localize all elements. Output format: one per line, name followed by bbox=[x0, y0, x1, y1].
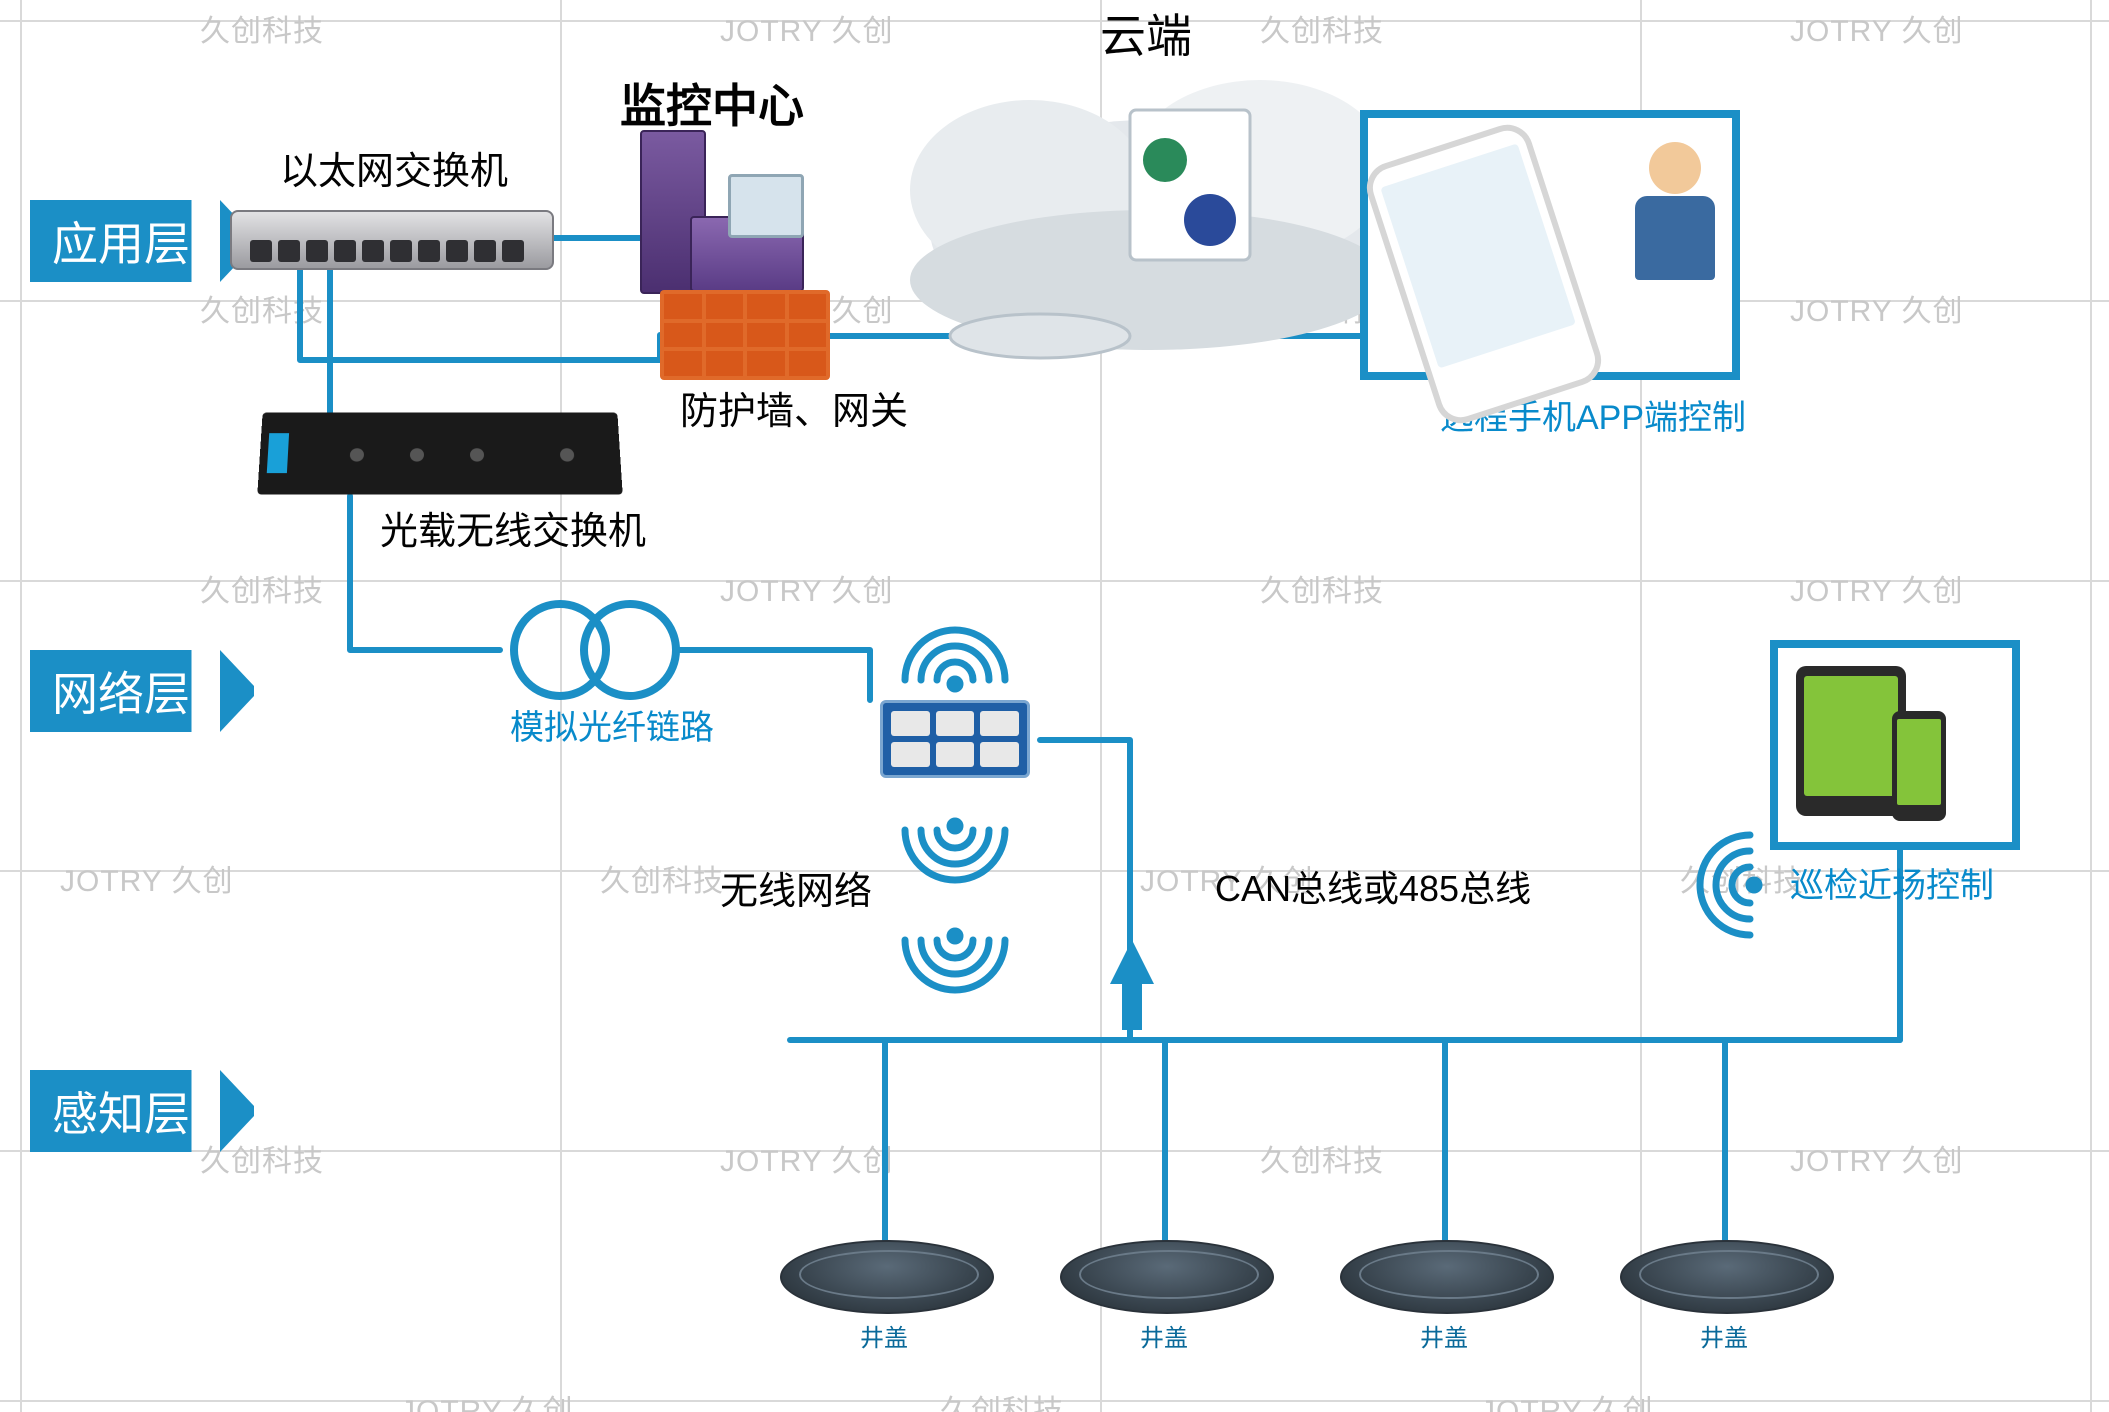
phone-icon bbox=[1892, 711, 1946, 821]
person-icon bbox=[1630, 142, 1720, 282]
smartphone-icon bbox=[1360, 118, 1608, 430]
watermark-text: 久创科技 bbox=[600, 856, 724, 900]
manhole-cover-icon bbox=[1620, 1240, 1834, 1314]
wifi-arc-icon bbox=[905, 630, 1005, 680]
near-field-frame bbox=[1770, 640, 2020, 850]
wifi-arc-icon bbox=[1700, 835, 1750, 935]
firewall-icon bbox=[660, 290, 830, 380]
layer-tag-network: 网络层 bbox=[30, 650, 220, 732]
wifi-arc-icon bbox=[937, 830, 973, 848]
label-firewall: 防护墙、网关 bbox=[680, 380, 908, 435]
watermark-text: 久创科技 bbox=[1260, 566, 1384, 610]
label-manhole: 井盖 bbox=[860, 1318, 908, 1353]
label-optical-switch: 光载无线交换机 bbox=[380, 500, 646, 555]
manhole-cover-icon bbox=[1340, 1240, 1554, 1314]
label-can-bus: CAN总线或485总线 bbox=[1215, 860, 1531, 912]
watermark-text: 久创科技 bbox=[1260, 1136, 1384, 1180]
wifi-arc-icon bbox=[1732, 867, 1750, 903]
optical-switch-icon bbox=[260, 410, 620, 496]
watermark-text: 久创科技 bbox=[200, 6, 324, 50]
watermark-text: JOTRY 久创 bbox=[400, 1386, 574, 1412]
layer-tag-label: 网络层 bbox=[52, 658, 190, 724]
watermark-text: JOTRY 久创 bbox=[1790, 566, 1964, 610]
manhole-cover-icon bbox=[1060, 1240, 1274, 1314]
grid-line bbox=[0, 580, 2109, 582]
edge-fiber-to-gateway bbox=[680, 650, 870, 700]
watermark-text: JOTRY 久创 bbox=[720, 1136, 894, 1180]
manhole-cover-icon bbox=[780, 1240, 994, 1314]
grid-line bbox=[1100, 0, 1102, 1412]
watermark-text: JOTRY 久创 bbox=[1480, 1386, 1654, 1412]
watermark-text: JOTRY 久创 bbox=[720, 566, 894, 610]
watermark-text: 久创科技 bbox=[1260, 6, 1384, 50]
grid-line bbox=[20, 0, 22, 1412]
label-wireless: 无线网络 bbox=[720, 860, 872, 915]
layer-tag-label: 应用层 bbox=[52, 208, 190, 274]
watermark-text: JOTRY 久创 bbox=[1790, 286, 1964, 330]
label-ethernet-switch: 以太网交换机 bbox=[280, 140, 508, 195]
arrow-up-icon bbox=[1110, 940, 1154, 984]
watermark-text: JOTRY 久创 bbox=[1790, 1136, 1964, 1180]
watermark-text: 久创科技 bbox=[200, 286, 324, 330]
layer-tag-label: 感知层 bbox=[52, 1078, 190, 1144]
label-manhole: 井盖 bbox=[1420, 1318, 1468, 1353]
watermark-text: JOTRY 久创 bbox=[1790, 6, 1964, 50]
tablet-icon bbox=[1796, 666, 1906, 816]
cloud-icon bbox=[910, 80, 1390, 358]
remote-app-frame bbox=[1360, 110, 1740, 380]
wifi-arc-icon bbox=[1716, 851, 1750, 919]
fiber-loop-icon bbox=[514, 604, 676, 696]
wifi-arc-icon bbox=[905, 830, 1005, 880]
edge-gateway-down bbox=[1040, 740, 1130, 1040]
wifi-arc-icon bbox=[921, 940, 989, 974]
grid-line bbox=[2090, 0, 2092, 1412]
edge-switch-down-left bbox=[300, 266, 660, 360]
label-fiber-link: 模拟光纤链路 bbox=[510, 700, 714, 749]
wifi-arc-icon bbox=[921, 830, 989, 864]
wifi-arc-icon bbox=[937, 940, 973, 958]
watermark-text: 久创科技 bbox=[940, 1386, 1064, 1412]
grid-line bbox=[0, 1400, 2109, 1402]
label-near-field: 巡检近场控制 bbox=[1790, 858, 1994, 907]
grid-line bbox=[0, 1150, 2109, 1152]
wifi-arc-icon bbox=[937, 662, 973, 680]
watermark-text: 久创科技 bbox=[1680, 856, 1804, 900]
label-manhole: 井盖 bbox=[1700, 1318, 1748, 1353]
server-icon bbox=[640, 120, 840, 300]
grid-line bbox=[0, 300, 2109, 302]
grid-line bbox=[0, 20, 2109, 22]
label-manhole: 井盖 bbox=[1140, 1318, 1188, 1353]
label-cloud: 云端 bbox=[1100, 0, 1192, 66]
watermark-text: 久创科技 bbox=[200, 566, 324, 610]
watermark-text: JOTRY 久创 bbox=[720, 6, 894, 50]
layer-tag-perception: 感知层 bbox=[30, 1070, 220, 1152]
watermark-text: JOTRY 久创 bbox=[60, 856, 234, 900]
layer-tag-application: 应用层 bbox=[30, 200, 220, 282]
wifi-arc-icon bbox=[905, 940, 1005, 990]
wireless-gateway-icon bbox=[880, 700, 1030, 778]
wifi-arc-icon bbox=[921, 646, 989, 680]
ethernet-switch-icon bbox=[230, 210, 554, 270]
